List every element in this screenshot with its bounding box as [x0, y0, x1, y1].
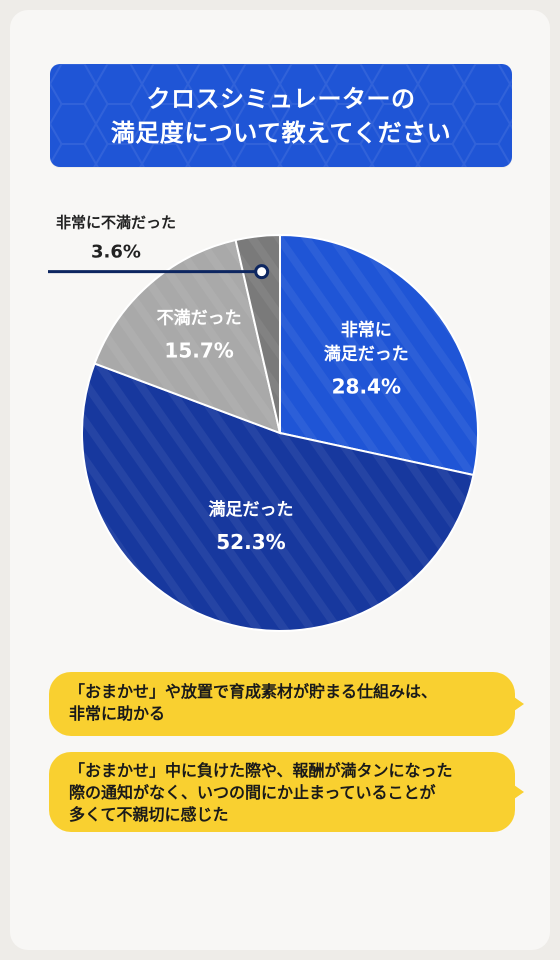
slice-value-1: 28.4%	[332, 374, 401, 398]
slice-value-4: 3.6%	[91, 242, 141, 263]
slice-label-2: 満足だった	[208, 499, 293, 520]
pie-slice-texture-3	[94, 240, 280, 433]
leader-dot	[254, 264, 270, 280]
pie-slice-texture-1	[280, 235, 478, 475]
pie-slice-texture-2	[81, 363, 474, 632]
title-banner: クロスシミュレーターの 満足度について教えてください	[50, 64, 512, 167]
comment-bubble-1: 「おまかせ」や放置で育成素材が貯まる仕組みは、 非常に助かる	[49, 672, 524, 736]
slice-label-3: 不満だった	[157, 308, 242, 329]
pie-slice-texture-4	[235, 235, 280, 433]
chart-title: クロスシミュレーターの 満足度について教えてください	[110, 84, 452, 147]
hexagon-pattern	[50, 64, 512, 167]
comment-bubble-2: 「おまかせ」中に負けた際や、報酬が満タンになった 際の通知がなく、いつの間にか止…	[49, 752, 524, 832]
slice-value-2: 52.3%	[216, 530, 285, 554]
slice-value-3: 15.7%	[164, 339, 233, 363]
slice-label-4: 非常に不満だった	[56, 214, 176, 232]
slice-label-1: 非常に満足だった	[324, 319, 409, 364]
